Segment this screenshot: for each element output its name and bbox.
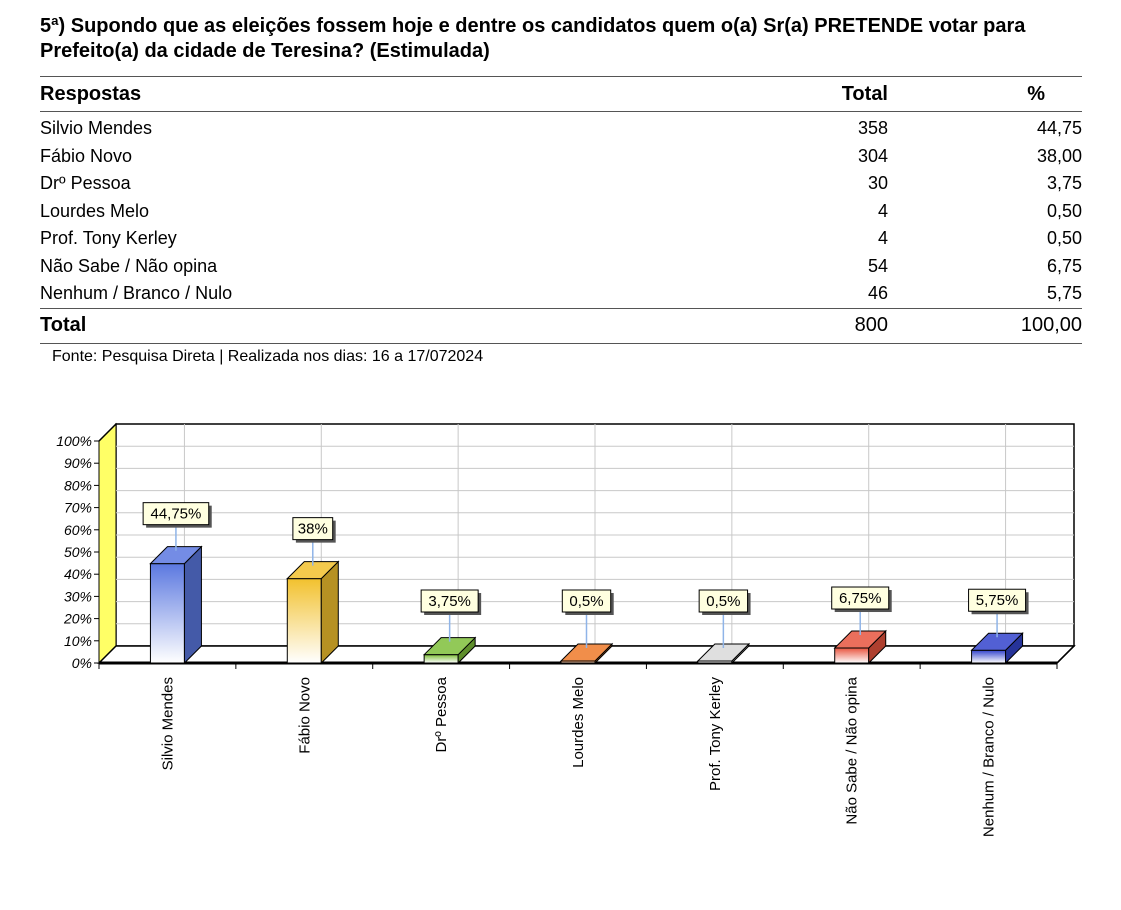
table-row: Lourdes Melo 4 0,50	[40, 198, 1082, 226]
results-table: Respostas Total % Silvio Mendes 358 44,7…	[40, 76, 1082, 344]
data-label: 0,5%	[706, 593, 740, 610]
bar-top	[149, 546, 203, 565]
data-label-box	[698, 589, 749, 613]
row-label: Não Sabe / Não opina	[40, 255, 218, 276]
row-percent: 0,50	[1046, 200, 1082, 221]
x-tick-label: Fábio Novo	[296, 677, 313, 754]
x-tick-label: Não Sabe / Não opina	[844, 676, 861, 824]
bar-side	[183, 545, 202, 665]
bar-side	[320, 560, 339, 665]
bar-top	[422, 637, 477, 656]
data-label: 3,75%	[428, 593, 471, 610]
x-tick-label: Prof. Tony Kerley	[707, 677, 724, 791]
data-label: 44,75%	[150, 506, 201, 523]
bar-top	[696, 643, 751, 662]
row-percent: 44,75	[1036, 118, 1082, 139]
y-tick-label: 70%	[64, 500, 92, 516]
table-row: Silvio Mendes 358 44,75	[40, 112, 1082, 143]
table-header-row: Respostas Total %	[40, 76, 1082, 112]
total-label: Total	[40, 307, 680, 344]
y-tick-label: 20%	[63, 611, 92, 627]
bar-top	[286, 561, 340, 580]
row-label: Lourdes Melo	[40, 200, 150, 221]
y-tick-label: 100%	[56, 433, 92, 449]
header-respostas: Respostas	[40, 76, 680, 112]
y-tick-label: 40%	[64, 566, 92, 582]
table-row: Não Sabe / Não opina 54 6,75	[40, 253, 1082, 281]
row-label: Prof. Tony Kerley	[40, 228, 177, 249]
bar-top	[833, 630, 887, 649]
table-row: Drº Pessoa 30 3,75	[40, 170, 1082, 198]
y-tick-label: 30%	[64, 588, 92, 604]
data-label-box	[968, 588, 1027, 612]
bar-front	[971, 649, 1007, 664]
bar-top	[970, 632, 1024, 651]
row-percent: 6,75	[1046, 255, 1082, 276]
table-row: Prof. Tony Kerley 4 0,50	[40, 225, 1082, 253]
frame-edge	[98, 423, 117, 442]
row-label: Fábio Novo	[40, 145, 133, 166]
data-label-box	[420, 589, 479, 613]
question-title: 5ª) Supondo que as eleições fossem hoje …	[40, 15, 1026, 62]
row-label: Nenhum / Branco / Nulo	[40, 283, 233, 304]
x-tick-label: Lourdes Melo	[570, 677, 587, 768]
data-label: 0,5%	[569, 593, 603, 610]
bar-front	[286, 578, 322, 664]
bar-front	[423, 654, 459, 664]
data-label: 5,75%	[976, 592, 1019, 609]
y-tick-label: 10%	[64, 633, 92, 649]
x-tick-label: Nenhum / Branco / Nulo	[981, 677, 998, 837]
row-label: Drº Pessoa	[40, 173, 131, 194]
header-percent: %	[888, 76, 1082, 112]
data-label-box	[292, 517, 334, 541]
table-row: Nenhum / Branco / Nulo 46 5,75	[40, 280, 1082, 308]
total-count: 800	[680, 307, 888, 344]
x-tick-label: Silvio Mendes	[159, 677, 176, 770]
y-tick-label: 50%	[64, 544, 92, 560]
bar-front	[834, 647, 870, 664]
y-tick-label: 0%	[72, 655, 92, 671]
row-percent: 38,00	[1036, 145, 1082, 166]
row-total: 4	[877, 200, 888, 221]
bar-front	[149, 563, 185, 664]
y-tick-label: 60%	[64, 522, 92, 538]
table-row: Fábio Novo 304 38,00	[40, 143, 1082, 171]
data-label: 38%	[298, 521, 328, 538]
row-total: 304	[857, 145, 888, 166]
data-label-box	[831, 586, 890, 610]
row-percent: 3,75	[1046, 173, 1082, 194]
row-label: Silvio Mendes	[40, 118, 153, 139]
source-note: Fonte: Pesquisa Direta | Realizada nos d…	[52, 348, 484, 365]
total-percent: 100,00	[888, 307, 1082, 344]
floor-edge	[1056, 645, 1075, 664]
bar-top	[559, 643, 614, 662]
data-label-box	[561, 589, 612, 613]
row-total: 46	[867, 283, 888, 304]
row-total: 4	[877, 228, 888, 249]
row-total: 54	[867, 255, 888, 276]
y-tick-label: 90%	[64, 455, 92, 471]
row-total: 358	[857, 118, 888, 139]
data-label: 6,75%	[839, 590, 882, 607]
table-total-row: Total 800 100,00	[40, 307, 1082, 344]
data-label-box	[142, 502, 210, 526]
y-tick-label: 80%	[64, 477, 92, 493]
x-tick-label: Drº Pessoa	[433, 676, 450, 752]
chart-left-wall	[98, 422, 117, 665]
row-total: 30	[867, 173, 888, 194]
row-percent: 0,50	[1046, 228, 1082, 249]
row-percent: 5,75	[1046, 283, 1082, 304]
header-total: Total	[680, 76, 888, 112]
